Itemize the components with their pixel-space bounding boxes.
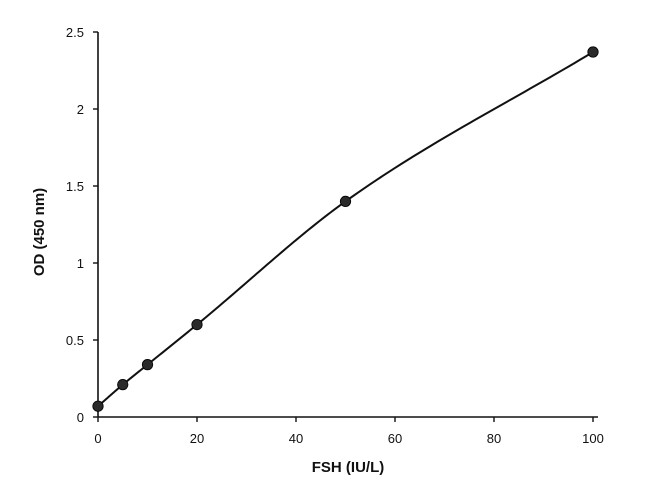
y-ticks: 0 0.5 1 1.5 2 2.5 — [66, 25, 98, 425]
data-point — [92, 400, 104, 412]
x-tick-label: 20 — [190, 431, 204, 446]
x-tick-label: 40 — [289, 431, 303, 446]
x-tick-label: 80 — [487, 431, 501, 446]
x-ticks: 0 20 40 60 80 100 — [94, 417, 604, 446]
data-point — [141, 359, 154, 371]
y-tick-label: 0.5 — [66, 333, 84, 348]
data-point — [339, 195, 352, 207]
data-points — [92, 46, 599, 412]
x-axis-label: FSH (IU/L) — [312, 459, 385, 476]
y-tick-label: 1.5 — [66, 179, 84, 194]
axes — [97, 32, 598, 418]
y-axis-label: OD (450 nm) — [31, 188, 48, 276]
x-tick-label: 0 — [94, 431, 101, 446]
x-tick-label: 60 — [388, 431, 402, 446]
data-point — [587, 46, 599, 58]
fit-curve — [97, 51, 594, 407]
y-tick-label: 2 — [77, 102, 84, 117]
x-tick-label: 100 — [582, 431, 604, 446]
y-tick-label: 1 — [77, 256, 84, 271]
y-tick-label: 2.5 — [66, 25, 84, 40]
y-tick-label: 0 — [77, 410, 84, 425]
data-point — [191, 318, 203, 331]
data-point — [117, 379, 129, 391]
